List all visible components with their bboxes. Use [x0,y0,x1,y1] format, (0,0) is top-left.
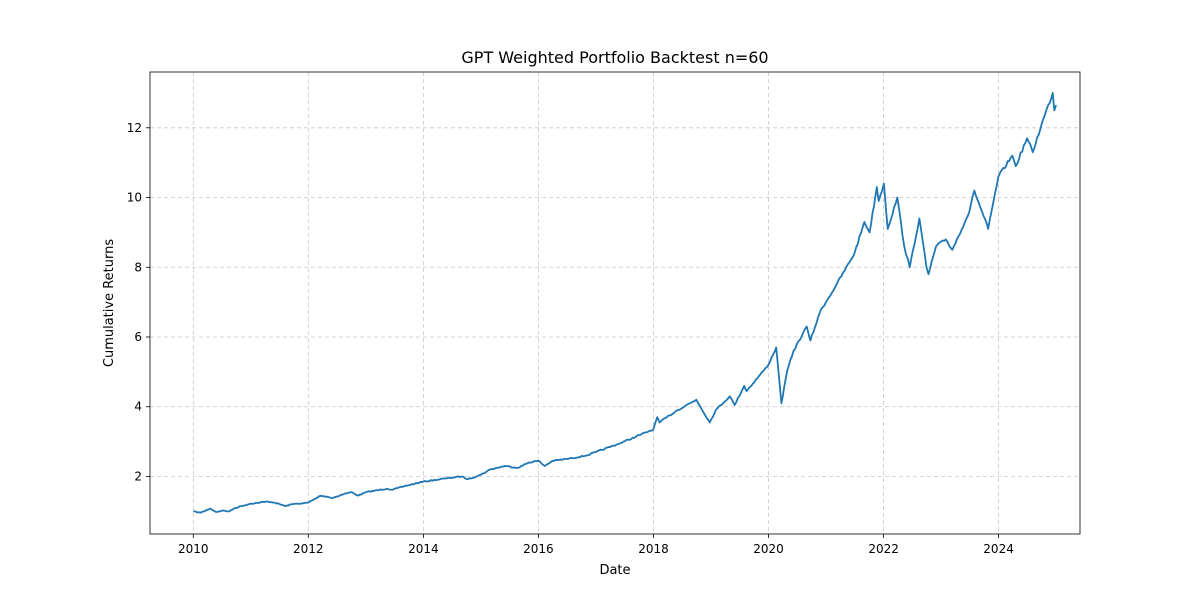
x-tick-label: 2016 [523,542,554,556]
x-tick-label: 2022 [868,542,899,556]
y-tick-label: 8 [134,260,142,274]
y-tick-label: 12 [127,121,142,135]
y-tick-label: 4 [134,400,142,414]
x-axis: 2010 2012 2014 2016 2018 2020 2022 2024 [178,534,1014,556]
x-tick-label: 2020 [753,542,784,556]
x-tick-label: 2018 [638,542,669,556]
x-tick-label: 2014 [408,542,439,556]
series-layer [193,92,1057,514]
x-axis-label: Date [599,563,630,578]
y-axis: 2 4 6 8 10 12 [127,121,150,483]
x-tick-label: 2010 [178,542,209,556]
y-axis-label: Cumulative Returns [102,239,117,367]
y-tick-label: 2 [134,469,142,483]
series-line [193,92,1057,514]
y-tick-label: 6 [134,330,142,344]
y-tick-label: 10 [127,191,142,205]
grid [150,72,1080,534]
chart-title: GPT Weighted Portfolio Backtest n=60 [461,48,768,67]
x-tick-label: 2024 [983,542,1014,556]
plot-frame [149,71,1081,535]
x-tick-label: 2012 [293,542,324,556]
